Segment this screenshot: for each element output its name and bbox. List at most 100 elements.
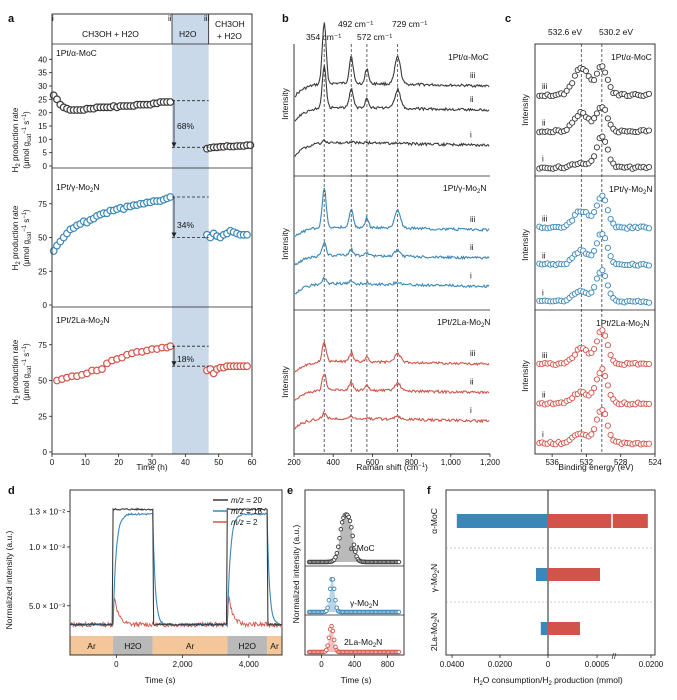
y-axis-label: Normalized intensity (a.u.) [291,524,301,623]
xps-point [571,72,578,79]
spectrum-title: 1Pt/2La-Mo2N [437,317,490,329]
curve-label: ii [470,243,474,252]
xps-point [607,431,614,438]
panel-label-c: c [505,13,511,25]
xps-point [593,202,600,209]
xps-point [645,127,653,134]
peak-area [309,578,400,612]
y-tick-label: 5.0 × 10⁻³ [29,602,65,611]
xps-point [591,284,598,291]
phase-label-i: i [52,14,54,23]
xps-point [602,411,609,418]
x-tick-label: 20 [114,458,123,467]
subplot-title: 1Pt/γ-Mo2N [56,182,100,194]
spectrum-title: 1Pt/α-MoC [448,52,489,62]
x-axis-label: Raman shift (cm−1) [356,462,428,472]
raman-peak-label-492: 492 cm⁻¹ [338,19,373,29]
gas-segment-h2o [113,636,153,655]
x-tick-label: 800 [381,660,395,669]
peak-point [337,535,342,541]
xps-point [593,144,600,151]
xps-point [599,231,606,238]
y-tick-label: 5 [43,149,48,158]
spectrum-title: 1Pt/γ-Mo2N [443,183,487,195]
curve-label: iii [542,215,548,224]
x-axis-label: Time (s) [341,675,372,685]
x-tick-label: 536 [545,458,559,467]
y-tick-label: 75 [38,200,47,209]
raman-curve-iii [294,187,490,238]
xps-point [582,67,589,75]
data-point [53,95,61,104]
category-label: γ-Mo2N [429,564,441,592]
y-tick-label: 1.0 × 10⁻² [29,543,65,552]
subplot-pt-gamma-mo2n: 1Pt/γ-Mo2N 34% 0 25 50 75 [38,182,251,310]
x-tick-label: 524 [648,458,662,467]
peak-point [335,544,341,549]
peak-point [396,559,402,565]
curve-label: i [542,155,544,164]
x-tick-label: 10 [81,458,90,467]
panel-label-d: d [8,485,15,497]
y-axis-label: Intensity [520,228,530,260]
curve-label: i [470,130,472,139]
curve-label: ii [542,252,546,261]
y-tick-label: 40 [38,55,47,64]
subplot-pt-2la-mo2n: 1Pt/2La-Mo2N 18% 0 25 50 75 [38,315,251,457]
peak-area [309,514,400,562]
raman-curve-ii [294,373,490,401]
raman-curve-ii [294,65,490,122]
xps-point [588,389,595,396]
x-tick-label: 1,200 [480,458,501,467]
raman-curve-iii [294,341,490,373]
xps-point [593,70,600,77]
data-point [246,141,255,150]
gas-segment-ar [70,636,114,655]
data-point [166,98,175,106]
plot-frame [69,489,283,656]
raman-peak-label-729: 729 cm⁻¹ [392,19,427,29]
xps-point [593,275,600,282]
xps-point [569,119,576,126]
xps-point [602,332,609,339]
x-tick-label: 0 [114,660,119,669]
xps-point [607,253,614,260]
phase-text-mid: H2O [179,29,197,39]
peak-point [333,555,338,560]
bar-h2-production [548,514,648,528]
bar-h2o-consumption [540,622,548,635]
peak-point [326,635,332,640]
xps-point [591,426,598,433]
x-tick-label: 0.0200 [639,660,664,669]
x-axis-label: Time (h) [136,462,167,472]
xps-point [602,197,609,204]
bar-h2o-consumption [456,514,548,528]
peak-point [353,549,358,555]
peak-name-gamma-mo2n: γ-Mo2N [350,598,378,610]
raman-curve-i [294,139,490,157]
xps-point [607,290,614,297]
phase-label-ii: ii [168,14,172,23]
raman-peak-label-572: 572 cm⁻¹ [357,32,392,42]
panel-label-f: f [427,485,431,497]
xps-point [591,153,598,160]
svg-text:H2 production rate: H2 production rate [11,205,22,270]
curve-label: i [542,430,544,439]
data-point [98,365,106,373]
xps-point [645,360,653,368]
panel-f: f H2O consumption/H2 production (mmol) α… [427,485,664,687]
xps-point [591,209,598,216]
y-tick-label: 25 [38,267,47,276]
xps-point [599,267,606,274]
x-tick-label: 40 [181,458,190,467]
decline-arrowhead [171,361,177,367]
curve-label: ii [470,95,474,104]
xps-point [588,289,595,296]
raman-curve-ii [294,241,490,266]
bar-h2o-consumption [536,568,548,581]
xps-point [593,110,600,117]
x-axis-label: Time (s) [145,675,176,685]
panel-e: e Normalized intensity (a.u.) Time (s) α… [287,485,405,685]
peak-name-2la-mo2n: 2La-Mo2N [344,637,382,649]
